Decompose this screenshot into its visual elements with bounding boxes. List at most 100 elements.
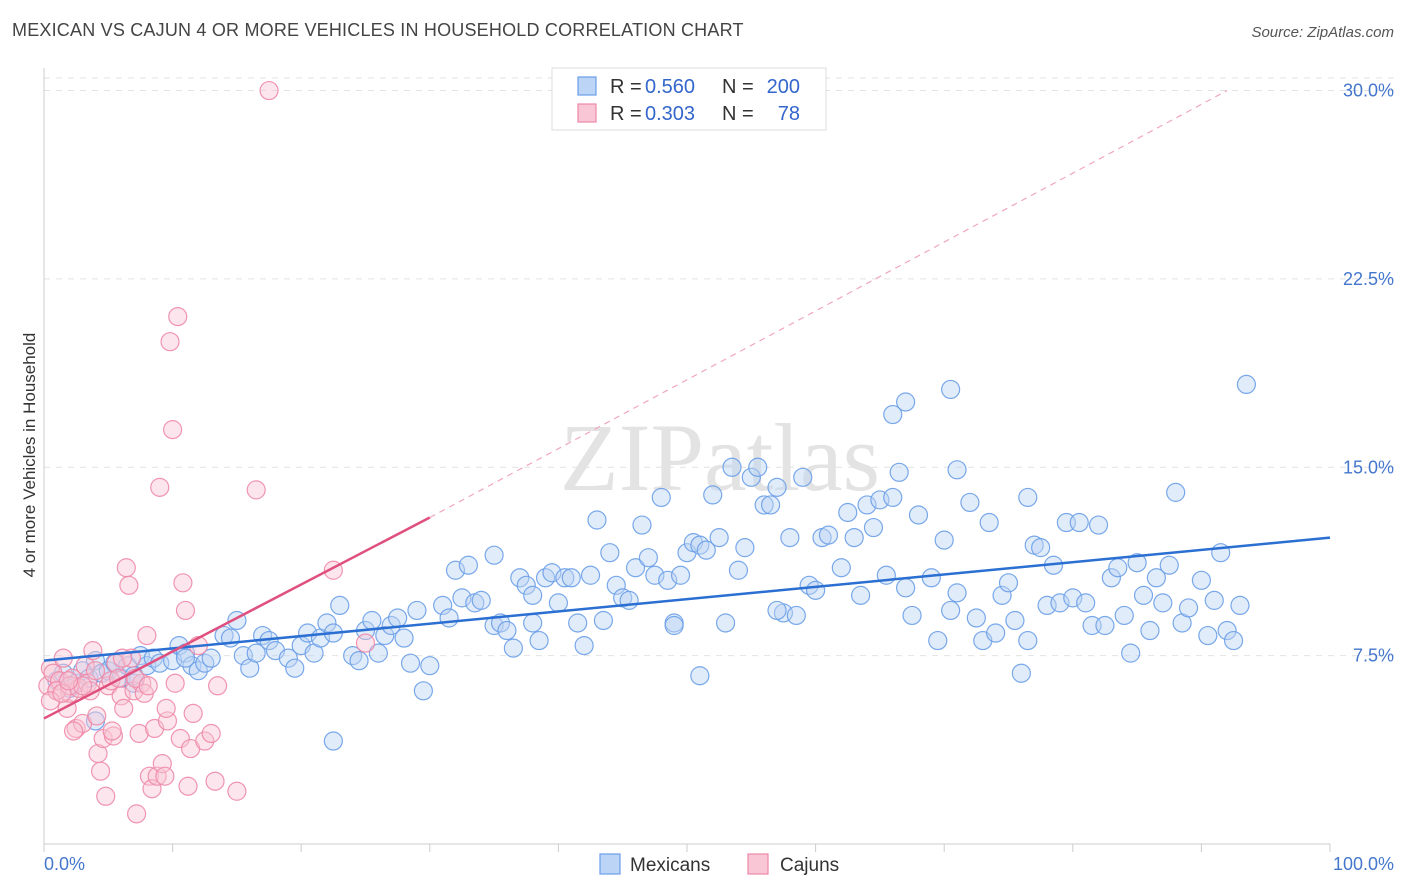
mexicans-point-177 [883, 404, 903, 425]
mexicans-point-94 [690, 535, 710, 555]
mexicans-point-127 [908, 505, 929, 525]
mexicans-point-165 [1166, 482, 1186, 502]
mexicans-point-150 [1069, 512, 1089, 533]
mexicans-point-159 [1127, 553, 1147, 573]
cajuns-point-40 [147, 766, 167, 786]
legend-n-value-mexicans: 200 [767, 76, 800, 98]
mexicans-point-100 [728, 560, 749, 580]
legend-n-label-mexicans: N = [722, 76, 754, 98]
mexicans-point-160 [1133, 585, 1154, 605]
mexicans-point-47 [375, 625, 395, 646]
trend-lines [43, 90, 1331, 720]
mexicans-point-136 [979, 512, 999, 533]
cajuns-point-27 [114, 698, 134, 718]
mexicans-point-41 [330, 595, 350, 616]
mexicans-point-157 [1114, 605, 1134, 626]
mexicans-point-147 [1050, 593, 1070, 613]
cajuns-point-45 [160, 332, 180, 352]
mexicans-point-65 [503, 638, 523, 658]
mexicans-point-111 [799, 575, 819, 595]
mexicans-point-110 [793, 467, 813, 487]
cajuns-point-29 [119, 575, 139, 595]
mexicans-point-91 [670, 565, 691, 585]
x-tick-label-max: 100.0% [1333, 854, 1394, 874]
source-label: Source: ZipAtlas.com [1251, 24, 1394, 41]
mexicans-point-54 [420, 656, 440, 676]
cajuns-point-32 [126, 804, 147, 824]
mexicans-point-106 [767, 477, 787, 497]
mexicans-point-182 [523, 585, 543, 605]
mexicans-point-23 [201, 648, 221, 668]
cajuns-point-62 [259, 80, 279, 101]
mexicans-point-163 [1153, 593, 1173, 613]
mexicans-point-96 [703, 485, 723, 505]
y-tick-label-2: 22.5% [1343, 269, 1394, 289]
mexicans-point-71 [542, 563, 562, 583]
mexicans-point-154 [1095, 615, 1115, 636]
mexicans-point-51 [400, 653, 421, 673]
cajuns-point-9 [66, 718, 86, 739]
mexicans-point-123 [883, 487, 903, 508]
mexicans-point-76 [574, 635, 594, 656]
mexicans-trend-line [43, 536, 1331, 662]
mexicans-point-36 [298, 623, 318, 643]
mexicans-point-87 [645, 565, 665, 585]
mexicans-point-89 [658, 570, 678, 590]
mexicans-point-172 [1217, 620, 1237, 641]
cajuns-point-48 [168, 306, 188, 327]
mexicans-point-158 [1121, 643, 1141, 663]
legend-r-label-cajuns: R = [610, 103, 642, 125]
mexicans-point-61 [471, 590, 491, 610]
mexicans-point-57 [445, 560, 466, 580]
mexicans-point-137 [986, 623, 1006, 643]
y-tick-label-3: 30.0% [1343, 81, 1394, 101]
mexicans-point-49 [388, 608, 408, 628]
mexicans-point-142 [1018, 630, 1038, 651]
cajuns-point-61 [246, 480, 266, 500]
cajuns-point-50 [173, 573, 193, 593]
mexicans-point-185 [484, 545, 504, 565]
mexicans-point-125 [896, 578, 916, 598]
cajuns-point-73 [102, 721, 122, 741]
cajuns-point-20 [96, 786, 116, 806]
cajuns-point-43 [155, 766, 175, 786]
mexicans-point-68 [523, 613, 543, 633]
mexicans-point-88 [651, 487, 671, 508]
mexicans-point-170 [1204, 590, 1224, 610]
mexicans-point-161 [1140, 620, 1160, 641]
mexicans-point-132 [947, 583, 967, 603]
mexicans-point-84 [625, 558, 646, 578]
mexicans-point-164 [1159, 555, 1179, 575]
mexicans-point-77 [580, 565, 601, 585]
legend-bottom-mexicans: Mexicans [630, 855, 710, 876]
mexicans-point-153 [1088, 515, 1109, 535]
mexicans-point-112 [805, 580, 826, 600]
mexicans-point-115 [831, 558, 851, 578]
mexicans-point-183 [767, 600, 787, 621]
cajuns-point-16 [85, 661, 106, 681]
cajuns-point-56 [195, 731, 215, 751]
mexicans-point-52 [407, 600, 427, 621]
legend-swatch-mexicans [577, 76, 597, 96]
cajuns-point-64 [355, 633, 376, 653]
mexicans-point-73 [555, 568, 575, 588]
mexicans-point-131 [941, 600, 961, 621]
mexicans-point-169 [1198, 625, 1218, 646]
cajuns-point-37 [139, 766, 160, 786]
legend-top: R = 0.560 N = 200 R = 0.303 N = 78 [551, 67, 827, 131]
mexicans-point-59 [458, 555, 478, 575]
y-tick-labels: 7.5% 15.0% 22.5% 30.0% [1343, 81, 1394, 666]
mexicans-point-75 [568, 613, 588, 633]
mexicans-point-66 [510, 568, 530, 588]
cajuns-point-52 [178, 776, 198, 796]
mexicans-point-72 [548, 593, 569, 613]
cajuns-point-57 [201, 723, 221, 744]
cajuns-point-51 [175, 600, 196, 621]
cajuns-point-59 [208, 676, 228, 696]
mexicans-point-22 [195, 653, 215, 673]
mexicans-point-124 [889, 462, 909, 482]
mexicans-point-101 [735, 538, 755, 558]
cajuns-point-38 [142, 779, 162, 799]
legend-r-label-mexicans: R = [610, 76, 642, 98]
mexicans-point-141 [1011, 663, 1031, 683]
